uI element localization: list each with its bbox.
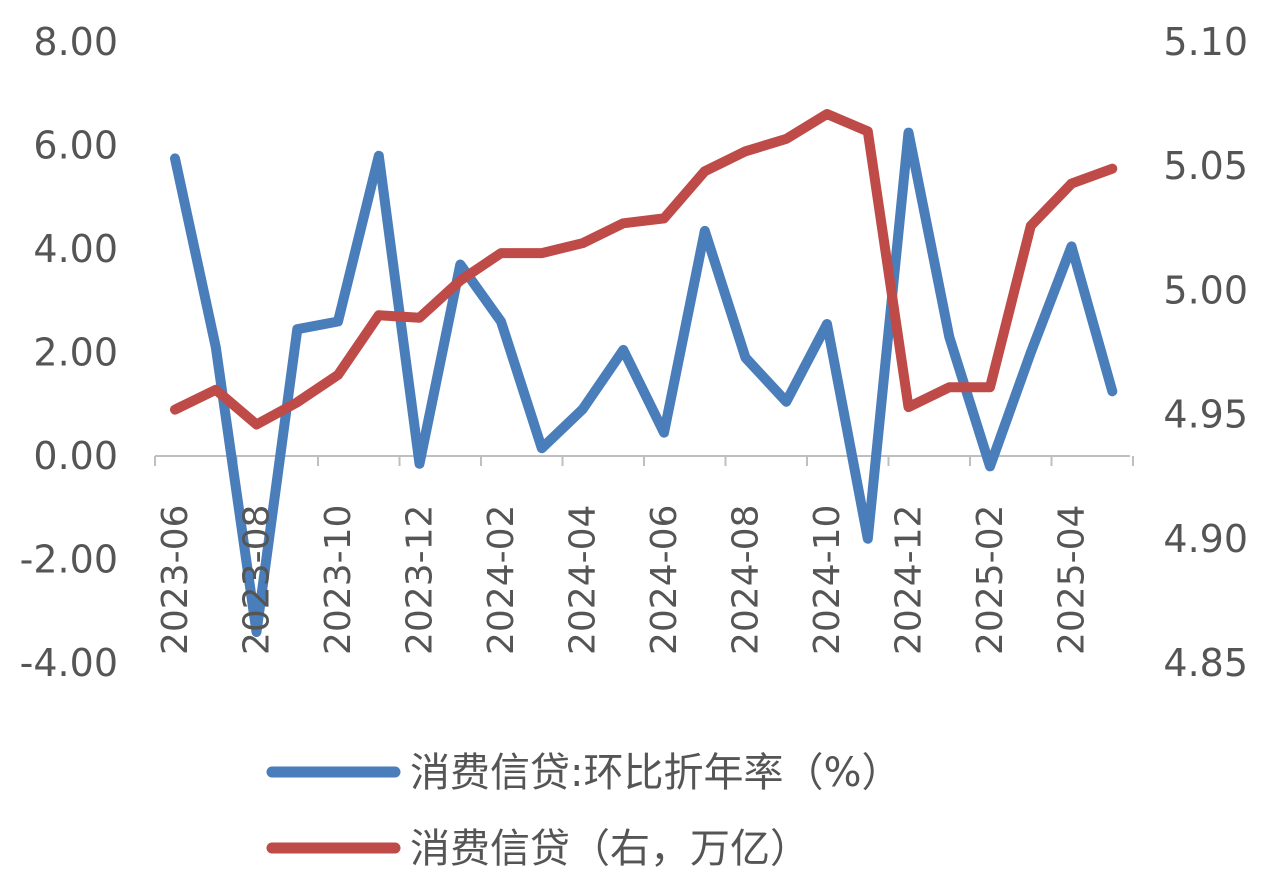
left-axis-tick-label: 0.00 — [33, 434, 118, 478]
left-axis-tick-label: -4.00 — [20, 641, 118, 685]
x-axis-tick-label: 2024-06 — [644, 505, 685, 655]
right-axis-tick-label: 5.05 — [1163, 144, 1248, 188]
x-axis-tick-label: 2024-12 — [889, 505, 930, 655]
left-axis-tick-label: 8.00 — [33, 20, 118, 64]
series-line-1 — [170, 127, 1118, 637]
x-axis-tick-label: 2024-10 — [807, 505, 848, 655]
x-axis-tick-label: 2024-02 — [481, 505, 522, 655]
tick-labels: -4.00 -2.00 0.00 2.00 4.00 6.00 8.00 4.85 4.90 4.… — [20, 20, 1248, 685]
right-axis-tick-label: 4.95 — [1163, 393, 1248, 437]
axes-group — [154, 455, 1134, 466]
x-axis-tick-label: 2023-12 — [400, 505, 441, 655]
x-axis-tick-label: 2023-08 — [237, 505, 278, 655]
series-lines — [170, 109, 1118, 637]
legend: 消费信贷:环比折年率（%） 消费信贷（右，万亿） — [266, 750, 901, 872]
right-axis-tick-label: 5.00 — [1163, 268, 1248, 312]
x-axis-tick-label: 2023-10 — [318, 505, 359, 655]
x-axis-tick-label: 2025-02 — [970, 505, 1011, 655]
right-axis-tick-label: 4.90 — [1163, 517, 1248, 561]
x-axis-tick-label: 2023-06 — [155, 505, 196, 655]
left-axis-tick-label: 6.00 — [33, 124, 118, 168]
x-axis-tick-label: 2024-08 — [726, 505, 767, 655]
left-axis-tick-label: 2.00 — [33, 331, 118, 375]
right-axis-tick-label: 5.10 — [1163, 20, 1248, 64]
right-axis-tick-label: 4.85 — [1163, 641, 1248, 685]
x-axis-tick-label: 2025-04 — [1052, 505, 1093, 655]
left-axis-tick-label: 4.00 — [33, 227, 118, 271]
x-axis-tick-label: 2024-04 — [563, 505, 604, 655]
left-axis-tick-label: -2.00 — [20, 538, 118, 582]
legend-label-series-1: 消费信贷:环比折年率（%） — [410, 750, 901, 796]
legend-label-series-2: 消费信贷（右，万亿） — [410, 826, 810, 872]
series-line-2 — [170, 109, 1118, 430]
